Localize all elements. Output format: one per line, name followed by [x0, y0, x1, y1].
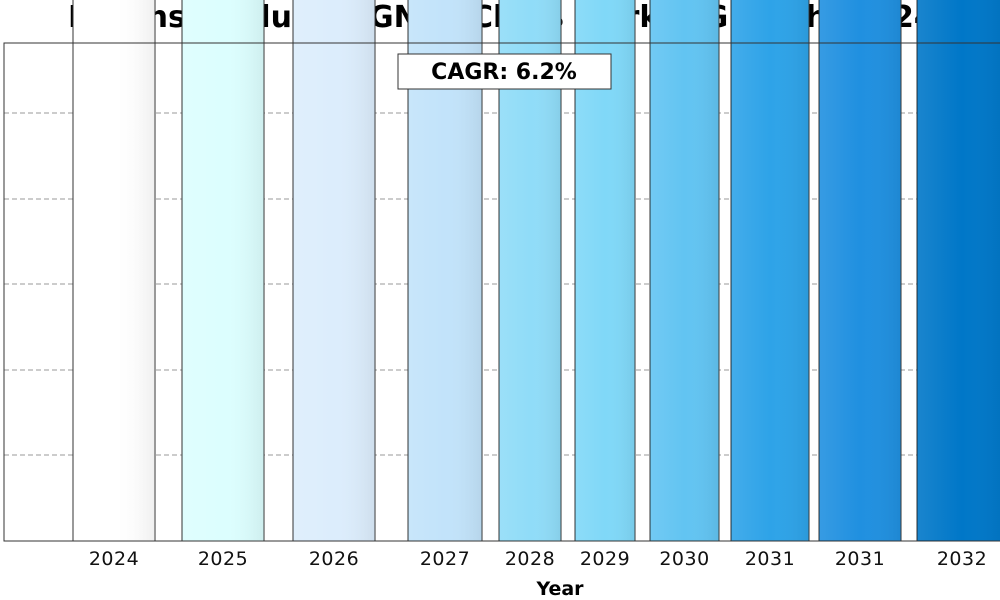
- bar-sheen: [576, 0, 634, 541]
- x-tick-label: 2031: [835, 548, 885, 570]
- x-tick-label: 2028: [505, 548, 555, 570]
- x-tick-label: 2025: [198, 548, 248, 570]
- x-tick-label: 2031: [745, 548, 795, 570]
- x-tick-labels: 2024 2025 2026 2027 2028 2029 2030 2031 2031 2032: [89, 548, 987, 570]
- cagr-label: CAGR: 6.2%: [431, 60, 577, 85]
- x-tick-label: 2026: [309, 548, 359, 570]
- plot-frame: [3, 42, 1000, 542]
- bar-sheen: [918, 0, 1000, 540]
- bar-sheen: [183, 0, 263, 541]
- bar-sheen: [74, 0, 154, 541]
- bar-sheen: [651, 0, 718, 540]
- x-axis-label: Year: [535, 578, 584, 600]
- x-tick-label: 2029: [580, 548, 630, 570]
- x-tick-label: 2024: [89, 548, 139, 570]
- cagr-annotation: CAGR: 6.2%: [397, 53, 612, 90]
- bar-sheen: [409, 0, 481, 540]
- bar-sheen: [732, 0, 808, 541]
- x-tick-label: 2027: [420, 548, 470, 570]
- cagr-box: [397, 53, 612, 90]
- bar-sheen: [294, 0, 374, 541]
- bars: [72, 0, 1000, 542]
- x-tick-label: 2030: [659, 548, 709, 570]
- x-tick-label: 2032: [937, 548, 987, 570]
- bar-sheen: [820, 0, 900, 540]
- bar-sheen: [500, 0, 560, 541]
